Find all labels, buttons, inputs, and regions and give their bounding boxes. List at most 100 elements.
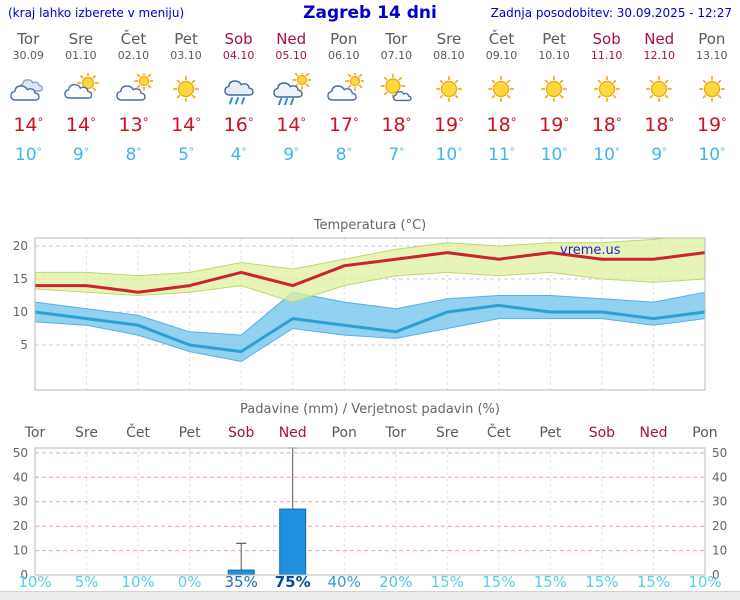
temp-axis-tick-label: 10 [13,305,28,319]
low-temp-value: 8 [335,145,347,165]
low-temp-value: 7 [388,145,400,165]
high-temp-value: 17 [328,114,353,136]
sunny-icon [528,69,581,109]
high-temp-value: 13 [118,114,143,136]
mostly-cloudy-icon [317,69,370,109]
low-temp-value: 10 [14,145,37,165]
sunny-icon [633,69,686,109]
low-temp-label: 4° [212,145,265,165]
precip-axis-tick-label-right: 40 [712,470,727,484]
forecast-day: Pet 03.10 14° 5° [160,30,213,165]
precip-day-label: Sre [436,425,459,441]
degree-sign: ° [83,147,89,159]
day-date-label: 10.10 [538,49,570,62]
degree-sign: ° [136,147,142,159]
degree-sign: ° [300,114,307,129]
low-temp-label: 9° [633,145,686,165]
forecast-day: Pon 06.10 17° 8° [317,30,370,165]
high-temp-value: 19 [539,114,564,136]
precip-probability-label: 10% [688,573,721,591]
low-temp-value: 10 [593,145,615,165]
precip-probability-label: 15% [534,573,567,591]
sunny-icon [475,69,528,109]
location-hint: (kraj lahko izberete v meniju) [8,6,185,20]
degree-sign: ° [241,147,247,159]
degree-sign: ° [353,114,359,129]
degree-sign: ° [247,114,254,129]
precip-day-label: Čet [126,423,150,441]
degree-sign: ° [90,114,96,129]
high-temp-label: 18° [370,114,423,136]
precip-day-label: Tor [24,425,46,441]
low-temp-value: 10 [698,145,721,165]
degree-sign: ° [142,114,149,129]
low-temp-label: 11° [475,145,528,165]
forecast-day: Sre 01.10 14° 9° [55,30,108,165]
day-name-label: Tor [17,30,40,48]
degree-sign: ° [720,147,726,159]
high-temp-value: 14 [13,114,38,136]
day-date-label: 08.10 [433,49,465,62]
low-temp-label: 7° [370,145,423,165]
last-update-label: Zadnja posodobitev: 30.09.2025 - 12:27 [490,6,732,20]
day-date-label: 05.10 [275,49,307,62]
precip-axis-tick-label-right: 50 [712,446,727,460]
day-name-label: Sob [224,30,253,48]
precip-day-label: Pet [539,425,562,441]
high-temp-label: 16° [212,114,265,136]
precip-probability-label: 10% [121,573,154,591]
high-temp-label: 14° [265,114,318,136]
day-date-label: 03.10 [170,49,202,62]
high-temp-value: 18 [644,114,669,136]
day-name-label: Sob [592,30,621,48]
day-date-label: 13.10 [696,49,728,62]
forecast-strip: Tor 30.09 14° 10° Sre 01.10 14° 9° Čet 02.10 13° 8°… [2,30,738,165]
low-temp-label: 10° [528,145,581,165]
degree-sign: ° [294,147,300,159]
precip-axis-tick-label-right: 10 [712,544,727,558]
day-date-label: 30.09 [12,49,45,62]
day-name-label: Pet [542,30,566,48]
degree-sign: ° [721,114,727,129]
degree-sign: ° [562,147,568,159]
low-temp-value: 9 [72,145,84,165]
day-name-label: Pon [698,30,726,48]
precipitation-chart: Tor Sre Čet Pet Sob Ned Pon Tor Sre Čet Pet Sob Ned P… [13,423,728,591]
low-temp-label: 10° [686,145,739,165]
degree-sign: ° [399,147,405,159]
precip-axis-tick-label-left: 50 [13,446,28,460]
chart-border [34,237,706,391]
day-date-label: 04.10 [222,49,255,62]
degree-sign: ° [458,114,464,129]
high-temp-value: 18 [381,114,406,136]
temperature-chart: 5 10 15 20 vreme.us [13,237,706,391]
max-temp-line [35,251,705,294]
watermark: vreme.us [560,243,621,258]
precip-day-label: Sre [75,425,98,441]
precip-axis-tick-label-right: 20 [712,519,727,533]
precip-probability-label: 5% [75,573,99,591]
forecast-day: Pet 10.10 19° 10° [528,30,581,165]
forecast-day: Sob 04.10 16° 4° [212,30,265,165]
partly-cloudy-icon [55,69,108,109]
precip-probability-label: 15% [637,573,670,591]
precip-axis-tick-label-right: 0 [712,568,720,582]
day-name-label: Čet [488,30,515,48]
high-temp-value: 14 [171,114,196,136]
precip-axis-tick-label-left: 10 [13,544,28,558]
sunny-icon [580,69,633,109]
degree-sign: ° [37,114,44,129]
precip-axis-tick-label-left: 0 [20,568,28,582]
high-temp-label: 17° [317,114,370,136]
low-temp-value: 5 [178,145,189,165]
forecast-day: Ned 12.10 18° 9° [633,30,686,165]
day-name-label: Čet [120,30,147,48]
high-temp-label: 19° [528,114,581,136]
day-date-label: 11.10 [590,49,623,62]
day-name-label: Tor [385,30,408,48]
low-temp-label: 10° [423,145,476,165]
mostly-cloudy-icon [107,69,160,109]
mostly-sunny-icon [370,69,423,109]
horizontal-scrollbar-track[interactable] [0,591,740,600]
high-temp-value: 14 [65,114,91,136]
